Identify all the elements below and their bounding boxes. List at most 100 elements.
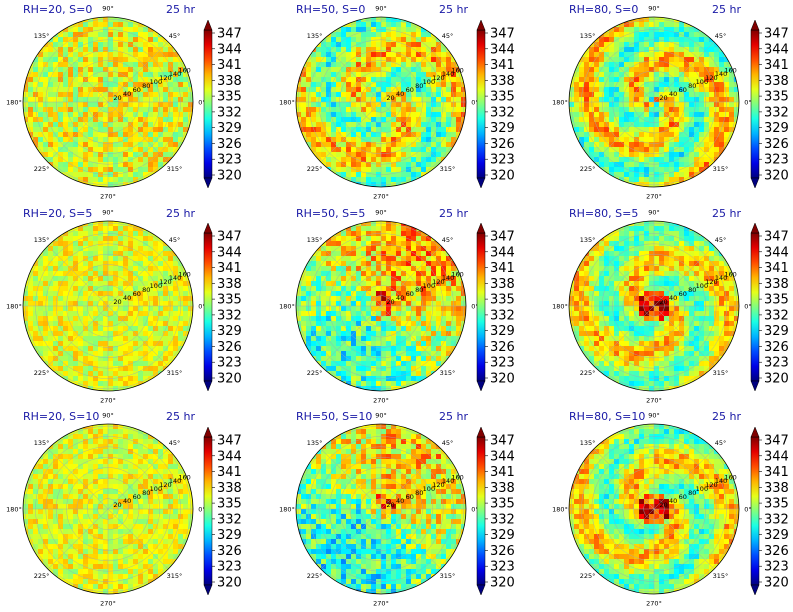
colorbar-tick-label: 344 — [217, 245, 242, 260]
radial-tick-label: 120 — [159, 74, 171, 82]
colorbar-tick-label: 338 — [764, 277, 789, 292]
polar-frame — [295, 423, 467, 595]
colorbar-gradient — [750, 232, 760, 382]
radial-tick-label: 100 — [150, 78, 162, 86]
angular-tick-label: 225° — [34, 369, 50, 377]
panel-time-label: 25 hr — [166, 410, 195, 423]
colorbar-tick-label: 335 — [217, 497, 242, 512]
angular-tick-label: 270° — [100, 397, 116, 405]
colorbar-tick-label: 347 — [490, 434, 515, 449]
colorbar-tick-label: 329 — [764, 121, 789, 136]
angular-tick-label: 315° — [167, 369, 183, 377]
angular-tick-label: 0° — [744, 506, 751, 514]
angular-tick-label: 135° — [580, 236, 596, 244]
radial-tick-label: 80 — [688, 82, 696, 90]
angular-tick-label: 180° — [552, 303, 568, 311]
colorbar-extend-min — [476, 177, 486, 189]
angular-tick-label: 0° — [744, 303, 751, 311]
angular-tick-label: 45° — [715, 236, 727, 244]
radial-tick-label: 100 — [696, 485, 708, 493]
angular-tick-label: 45° — [169, 439, 181, 447]
angular-tick-label: 315° — [713, 572, 729, 580]
radial-tick-label: 20 — [386, 501, 394, 509]
polar-frame — [295, 16, 467, 188]
colorbar-gradient — [203, 29, 213, 179]
angular-tick-label: 180° — [6, 303, 22, 311]
polar-grid — [296, 221, 466, 391]
radial-tick-label: 140 — [442, 274, 454, 282]
panel-title: RH=20, S=0 — [23, 3, 92, 16]
colorbar-tick-label: 323 — [490, 153, 515, 168]
radial-tick-label: 140 — [715, 70, 727, 78]
colorbar-extend-min — [750, 177, 760, 189]
polar-frame — [568, 16, 740, 188]
polar-panel: 90°45°0°315°270°225°180°135°20 40 60 80 1001… — [6, 410, 206, 608]
radial-tick-label: 60 — [133, 493, 141, 501]
polar-grid — [23, 221, 193, 391]
colorbar-tick-label: 344 — [490, 245, 515, 260]
radial-tick-label: 60 — [133, 290, 141, 298]
colorbar-extend-max — [750, 426, 760, 438]
colorbar-tick-label: 344 — [490, 449, 515, 464]
radial-tick-label: 140 — [442, 70, 454, 78]
radial-tick-label: 80 — [142, 286, 150, 294]
polar-panel: 90°45°0°315°270°225°180°135°20 40 60 80 1001… — [6, 207, 206, 405]
angular-tick-label: 180° — [6, 99, 22, 107]
colorbar-tick-label: 347 — [764, 434, 789, 449]
polar-panel: 90°45°0°315°270°225°180°135°20 40 60 80 1001… — [279, 207, 479, 405]
radial-tick-label: 100 — [423, 485, 435, 493]
colorbar-tick-label: 341 — [217, 261, 242, 276]
angular-tick-label: 0° — [198, 99, 205, 107]
angular-tick-label: 225° — [580, 369, 596, 377]
colorbar-tick-label: 347 — [217, 434, 242, 449]
radial-tick-label: 100 — [150, 282, 162, 290]
colorbar-tick-label: 320 — [217, 576, 242, 591]
colorbar-tick-label: 341 — [764, 58, 789, 73]
angular-tick-label: 135° — [34, 236, 50, 244]
colorbar-tick-label: 338 — [217, 277, 242, 292]
angular-tick-label: 90° — [102, 209, 114, 217]
angular-tick-label: 225° — [34, 165, 50, 173]
radial-tick-label: 20 — [113, 94, 121, 102]
radial-tick-label: 160 — [178, 473, 190, 481]
radial-tick-label: 60 — [406, 86, 414, 94]
colorbar-tick-label: 341 — [764, 465, 789, 480]
radial-tick-label: 60 — [133, 86, 141, 94]
radial-tick-label: 60 — [406, 290, 414, 298]
radial-tick-label: 160 — [724, 473, 736, 481]
colorbar-gradient — [203, 436, 213, 586]
polar-grid — [23, 17, 193, 187]
angular-tick-label: 135° — [307, 32, 323, 40]
colorbar-tick-label: 335 — [490, 497, 515, 512]
panel-time-label: 25 hr — [712, 3, 741, 16]
colorbar-tick-label: 320 — [490, 169, 515, 184]
radial-tick-label: 20 — [659, 501, 667, 509]
radial-tick-label: 80 — [415, 82, 423, 90]
colorbar-tick-label: 332 — [490, 512, 515, 527]
colorbar-tick-label: 329 — [217, 121, 242, 136]
colorbar-tick-label: 332 — [490, 105, 515, 120]
radial-tick-label: 80 — [415, 489, 423, 497]
colorbar-gradient — [750, 29, 760, 179]
colorbar-tick-label: 341 — [217, 465, 242, 480]
colorbar-extend-max — [750, 19, 760, 31]
angular-tick-label: 270° — [373, 600, 389, 608]
angular-tick-label: 270° — [646, 600, 662, 608]
angular-tick-label: 0° — [744, 99, 751, 107]
polar-grid — [569, 221, 739, 391]
angular-tick-label: 0° — [471, 506, 478, 514]
panel-time-label: 25 hr — [166, 207, 195, 220]
angular-tick-label: 135° — [580, 32, 596, 40]
colorbar-tick-label: 341 — [217, 58, 242, 73]
colorbar-tick-label: 326 — [490, 137, 515, 152]
polar-panel: 90°45°0°315°270°225°180°135°20 40 60 80 1001… — [279, 410, 479, 608]
angular-tick-label: 135° — [307, 439, 323, 447]
radial-tick-label: 80 — [142, 82, 150, 90]
colorbar-tick-label: 347 — [764, 230, 789, 245]
panel-title: RH=50, S=0 — [296, 3, 365, 16]
colorbar-tick-label: 332 — [490, 308, 515, 323]
